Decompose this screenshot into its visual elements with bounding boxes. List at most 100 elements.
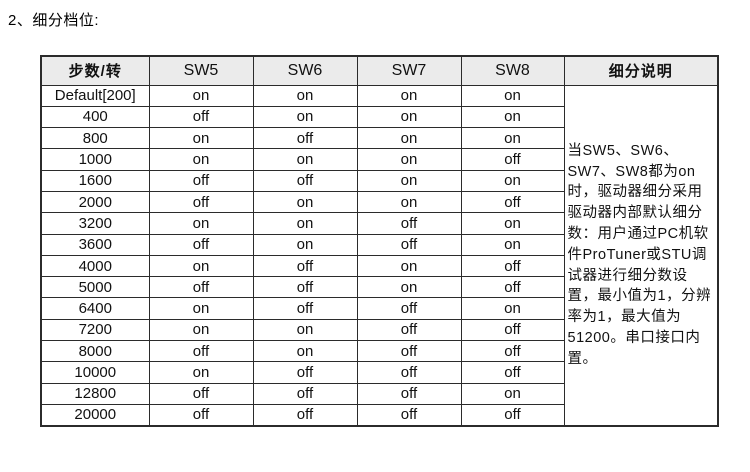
switch-state-cell: off [148,403,254,427]
switch-state-cell: on [148,318,254,342]
switch-state-cell: on [460,127,565,150]
switch-state-cell: on [148,254,254,278]
switch-state-cell: off [148,233,254,256]
switch-state-cell: on [252,340,358,363]
steps-per-rev-cell: 5000 [40,276,150,299]
switch-state-cell: on [252,318,358,342]
switch-state-cell: on [356,254,462,278]
switch-state-cell: off [252,127,358,150]
switch-state-cell: on [356,169,462,192]
switch-state-cell: on [148,297,254,320]
switch-state-cell: off [356,382,462,405]
switch-state-cell: on [148,84,254,107]
switch-state-cell: off [252,361,358,384]
switch-state-cell: on [356,105,462,129]
table-row: 20000 off off off off [40,403,718,427]
switch-state-cell: off [252,403,358,427]
table-row: Default[200] on on on on 当SW5、SW6、SW7、SW8都为on… [40,84,719,427]
switch-state-cell: on [460,297,565,320]
switch-state-cell: on [252,148,358,171]
microstep-description-cell: 当SW5、SW6、SW7、SW8都为on时，驱动器细分采用驱动器内部默认细分数：… [563,84,719,427]
switch-state-cell: on [460,212,565,235]
steps-per-rev-cell: 10000 [40,361,150,384]
column-header-sw7: SW7 [356,55,462,86]
switch-state-cell: off [148,276,254,299]
switch-state-cell: off [356,403,462,427]
switch-state-cell: off [252,297,358,320]
switch-state-cell: off [148,105,254,129]
table-row: 6400 on off off on [40,297,718,320]
switch-state-cell: off [356,233,462,256]
switch-state-cell: off [460,190,565,214]
switch-state-cell: off [356,318,462,342]
switch-state-cell: on [460,233,565,256]
switch-state-cell: off [460,148,565,171]
switch-state-cell: off [460,254,565,278]
table-row: 4000 on off on off [40,254,718,278]
section-title: 2、细分档位: [8,12,100,29]
switch-state-cell: on [252,105,358,129]
switch-state-cell: off [252,254,358,278]
switch-state-cell: on [460,84,565,107]
switch-state-cell: off [460,403,565,427]
switch-state-cell: off [460,361,565,384]
switch-state-cell: on [252,233,358,256]
switch-state-cell: on [252,212,358,235]
switch-state-cell: off [252,169,358,192]
switch-state-cell: off [148,340,254,363]
switch-state-cell: on [148,361,254,384]
steps-per-rev-cell: 6400 [40,297,150,320]
column-header-steps: 步数/转 [40,55,150,86]
switch-state-cell: off [356,212,462,235]
table-header-row: 步数/转 SW5 SW6 SW7 SW8 细分说明 [40,55,719,86]
table-row: 7200 on on off off [40,318,718,342]
switch-state-cell: on [252,84,358,107]
steps-per-rev-cell: 2000 [40,190,150,214]
table-row: 1000 on on on off [40,148,718,171]
table-row: 8000 off on off off [40,340,718,363]
switch-state-cell: on [148,127,254,150]
switch-state-cell: on [252,190,358,214]
switch-state-cell: on [356,276,462,299]
switch-state-cell: off [252,382,358,405]
column-header-sw8: SW8 [460,55,565,86]
switch-state-cell: off [460,318,565,342]
switch-state-cell: on [356,148,462,171]
switch-state-cell: on [356,84,462,107]
switch-state-cell: off [356,340,462,363]
steps-per-rev-cell: 7200 [40,318,150,342]
steps-per-rev-cell: 1600 [40,169,150,192]
switch-state-cell: on [460,382,565,405]
steps-per-rev-cell: 8000 [40,340,150,363]
switch-state-cell: on [460,169,565,192]
steps-per-rev-cell: 4000 [40,254,150,278]
switch-state-cell: off [148,169,254,192]
switch-state-cell: on [460,105,565,129]
switch-state-cell: on [356,127,462,150]
column-header-note: 细分说明 [563,55,719,86]
steps-per-rev-cell: 3200 [40,212,150,235]
switch-state-cell: off [148,382,254,405]
switch-state-cell: off [252,276,358,299]
column-header-sw6: SW6 [252,55,358,86]
steps-per-rev-cell: 12800 [40,382,150,405]
table-row: 2000 off on on off [40,190,718,214]
steps-per-rev-cell: 3600 [40,233,150,256]
column-header-sw5: SW5 [148,55,254,86]
steps-per-rev-cell: 20000 [40,403,150,427]
switch-state-cell: off [356,361,462,384]
switch-state-cell: on [148,212,254,235]
switch-state-cell: off [356,297,462,320]
table-row: 1600 off off on on [40,169,718,192]
steps-per-rev-cell: 400 [40,105,150,129]
switch-state-cell: on [148,148,254,171]
microstep-settings-table: 步数/转 SW5 SW6 SW7 SW8 细分说明 Default[200] on on on o… [40,55,719,427]
steps-per-rev-cell: Default[200] [40,84,150,107]
steps-per-rev-cell: 1000 [40,148,150,171]
switch-state-cell: off [460,340,565,363]
switch-state-cell: off [148,190,254,214]
steps-per-rev-cell: 800 [40,127,150,150]
switch-state-cell: off [460,276,565,299]
switch-state-cell: on [356,190,462,214]
